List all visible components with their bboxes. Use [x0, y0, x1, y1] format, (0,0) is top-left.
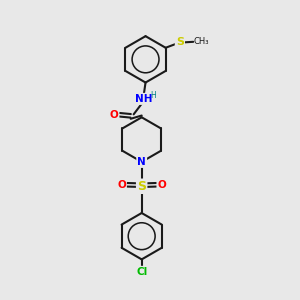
- Text: NH: NH: [135, 94, 152, 104]
- Text: O: O: [158, 180, 166, 190]
- Text: S: S: [137, 180, 146, 193]
- Text: Cl: Cl: [136, 267, 147, 277]
- Text: O: O: [110, 110, 118, 120]
- Text: S: S: [176, 38, 184, 47]
- Text: O: O: [117, 180, 126, 190]
- Text: H: H: [150, 91, 156, 100]
- Text: CH₃: CH₃: [194, 37, 209, 46]
- Text: N: N: [137, 157, 146, 167]
